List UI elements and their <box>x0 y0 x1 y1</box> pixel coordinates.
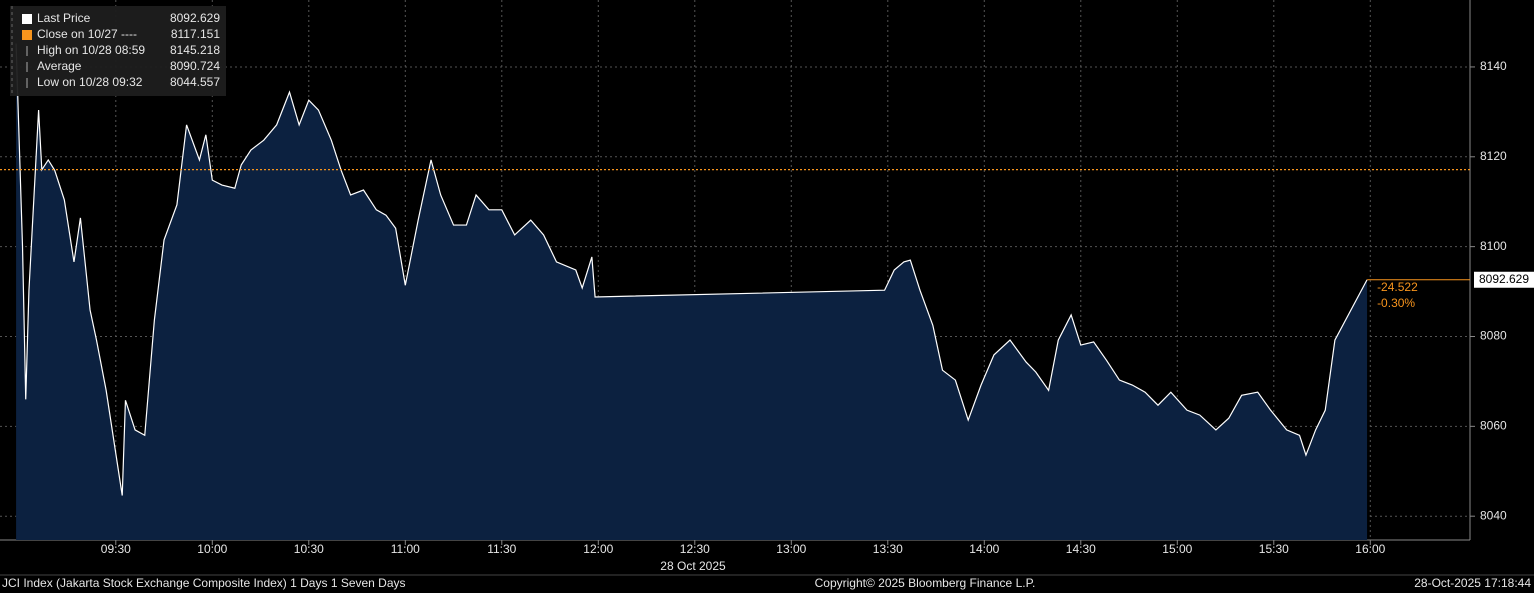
legend-value: 8145.218 <box>170 43 220 57</box>
change-pct-label: -0.30% <box>1377 296 1415 310</box>
legend-swatch <box>22 30 32 40</box>
x-tick-label: 13:00 <box>776 542 806 556</box>
legend-value: 8092.629 <box>170 11 220 25</box>
x-tick-label: 10:30 <box>294 542 324 556</box>
x-axis-label: 28 Oct 2025 <box>660 559 726 573</box>
y-tick-label: 8060 <box>1480 419 1507 433</box>
x-tick-label: 14:00 <box>969 542 999 556</box>
price-line <box>15 43 1368 496</box>
x-tick-label: 10:00 <box>197 542 227 556</box>
y-tick-label: 8080 <box>1480 329 1507 343</box>
legend-swatch <box>22 14 32 24</box>
last-price-box <box>1474 271 1534 288</box>
legend-value: 8044.557 <box>170 75 220 89</box>
legend-label: Close on 10/27 ---- <box>37 27 137 41</box>
footer-left: JCI Index (Jakarta Stock Exchange Compos… <box>2 576 406 590</box>
change-label: -24.522 <box>1377 280 1418 294</box>
y-tick-label: 8100 <box>1480 239 1507 253</box>
x-tick-label: 14:30 <box>1066 542 1096 556</box>
last-price-label: 8092.629 <box>1479 272 1529 286</box>
legend-label: Average <box>37 59 82 73</box>
x-tick-label: 15:00 <box>1162 542 1192 556</box>
x-tick-label: 13:30 <box>873 542 903 556</box>
legend-label: Low on 10/28 09:32 <box>37 75 143 89</box>
y-tick-label: 8140 <box>1480 59 1507 73</box>
area-fill <box>16 43 1368 541</box>
footer-center: Copyright© 2025 Bloomberg Finance L.P. <box>815 576 1036 590</box>
x-tick-label: 11:00 <box>391 542 420 556</box>
y-tick-label: 8040 <box>1480 508 1507 522</box>
legend-label: Last Price <box>37 11 91 25</box>
x-tick-label: 16:00 <box>1355 542 1385 556</box>
legend-box <box>10 6 226 96</box>
x-tick-label: 12:30 <box>680 542 710 556</box>
legend-label: High on 10/28 08:59 <box>37 43 145 57</box>
x-tick-label: 09:30 <box>101 542 131 556</box>
x-tick-label: 12:00 <box>583 542 613 556</box>
y-tick-label: 8120 <box>1480 149 1507 163</box>
x-tick-label: 11:30 <box>487 542 516 556</box>
footer-right: 28-Oct-2025 17:18:44 <box>1414 576 1531 590</box>
legend-value: 8090.724 <box>170 59 220 73</box>
legend-value: 8117.151 <box>171 27 220 41</box>
x-tick-label: 15:30 <box>1259 542 1289 556</box>
